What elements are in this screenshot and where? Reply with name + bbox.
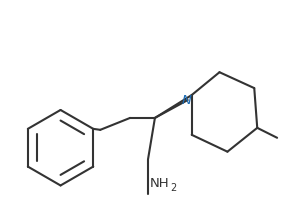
Text: 2: 2 — [170, 183, 176, 193]
Text: N: N — [182, 93, 192, 106]
Text: NH: NH — [150, 177, 170, 190]
